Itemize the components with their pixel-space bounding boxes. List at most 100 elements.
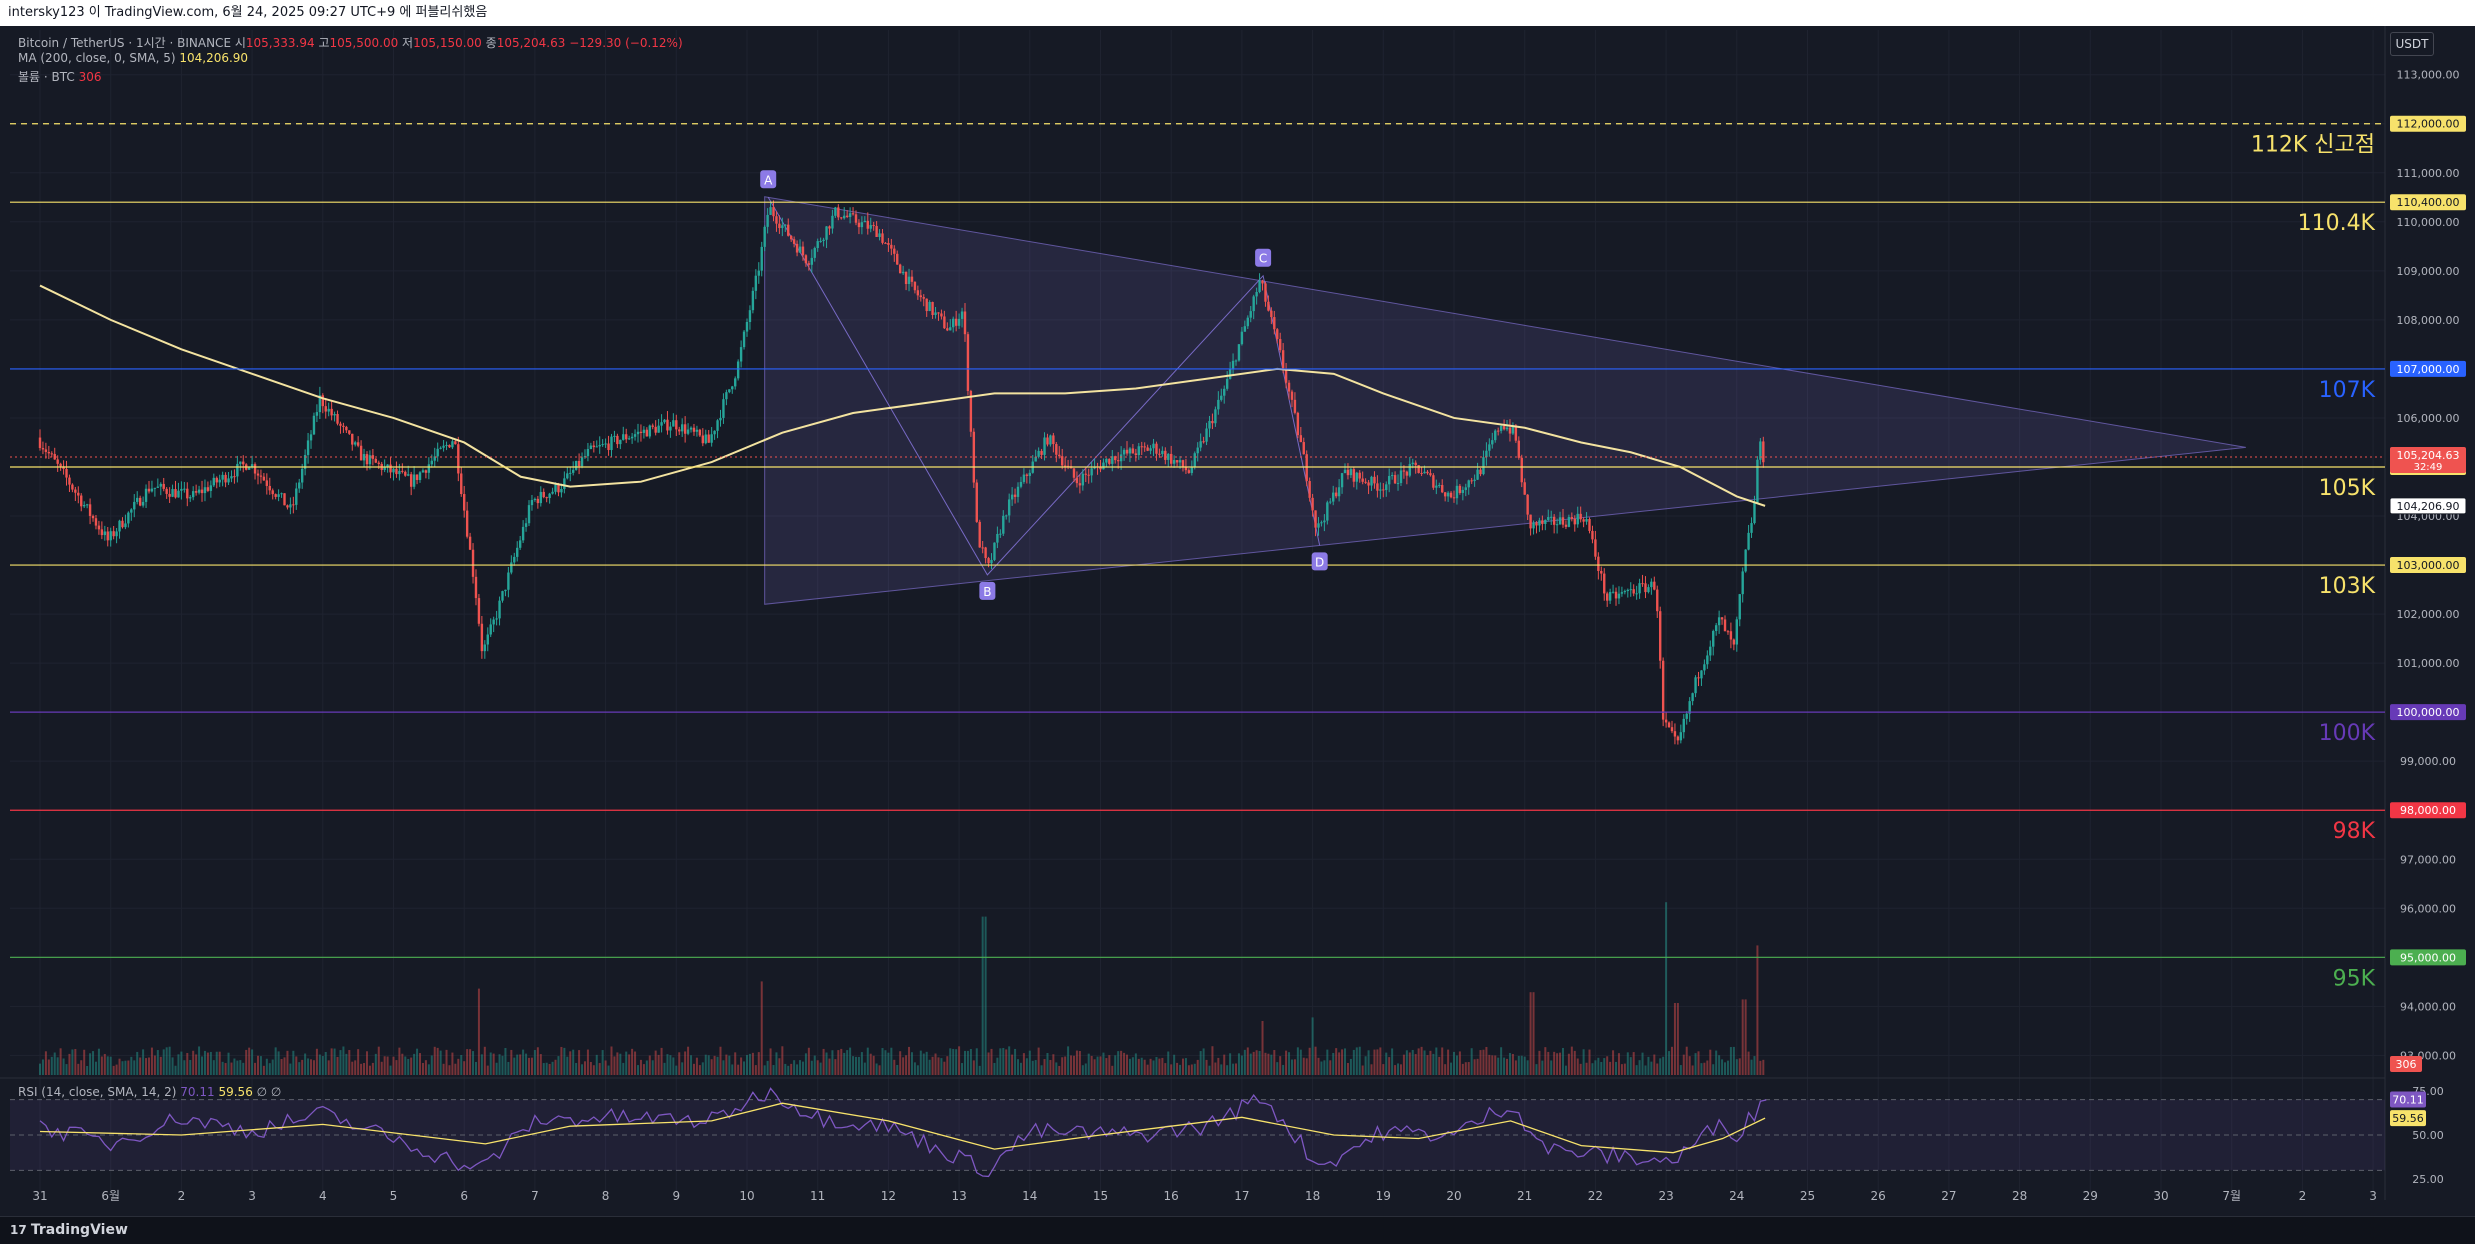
- candle-body: [569, 472, 572, 474]
- volume-bar: [816, 1060, 819, 1075]
- candle-body: [748, 310, 752, 323]
- time-tick: 22: [1588, 1189, 1603, 1203]
- candle-body: [227, 478, 230, 483]
- volume-bar: [666, 1054, 669, 1075]
- abcd-pattern: [764, 196, 2246, 605]
- candle-body: [954, 318, 958, 326]
- volume-bar: [1305, 1058, 1308, 1075]
- volume-bar: [1520, 1055, 1523, 1075]
- volume-bar: [1759, 1060, 1762, 1075]
- volume-bar: [1750, 1059, 1753, 1075]
- candle-body: [1502, 425, 1506, 430]
- volume-bar: [410, 1057, 413, 1075]
- volume-bar: [180, 1051, 183, 1075]
- legend-volume[interactable]: 볼륨 · BTC 306: [18, 68, 102, 85]
- volume-bar: [622, 1062, 625, 1075]
- volume-bar: [1399, 1064, 1402, 1075]
- volume-bar: [280, 1059, 283, 1075]
- volume-bar: [1385, 1052, 1388, 1075]
- candle-body: [745, 322, 749, 332]
- time-tick: 26: [1871, 1189, 1886, 1203]
- volume-bar: [704, 1054, 707, 1075]
- volume-bar: [934, 1053, 937, 1075]
- volume-bar: [1320, 1061, 1323, 1075]
- volume-bar: [501, 1055, 504, 1075]
- level-tag-bg: [2390, 557, 2466, 574]
- candle-body: [1594, 539, 1597, 557]
- candle-body: [348, 430, 351, 434]
- candle-body: [1293, 399, 1297, 413]
- candle-body: [913, 281, 917, 291]
- volume-bar: [1497, 1057, 1500, 1075]
- volume-bar: [71, 1049, 74, 1075]
- candle-body: [109, 531, 112, 541]
- candle-body: [483, 644, 487, 652]
- pattern-point-bg: [760, 170, 777, 189]
- volume-bar: [195, 1054, 198, 1075]
- candle-body: [1485, 450, 1488, 458]
- volume-bar: [519, 1054, 522, 1075]
- price-chart[interactable]: 112K 신고점 112,000.00 110.4K 110,400.00 107K 10…: [0, 26, 2475, 1216]
- volume-bar: [1514, 1060, 1517, 1075]
- candle-body: [1759, 441, 1762, 460]
- time-tick: 19: [1376, 1189, 1391, 1203]
- volume-bar: [1311, 1017, 1314, 1075]
- level-label: 100K: [2319, 721, 2376, 746]
- candle-body: [230, 476, 233, 479]
- volume-bar: [1019, 1062, 1022, 1075]
- candle-body: [215, 477, 218, 483]
- ma-tag: 104,206.90: [2397, 500, 2460, 513]
- candle-body: [801, 246, 805, 256]
- volume-bar: [1600, 1061, 1603, 1075]
- candle-body: [875, 226, 878, 237]
- time-tick: 20: [1446, 1189, 1461, 1203]
- volume-bar: [318, 1054, 321, 1075]
- volume-bar: [62, 1058, 65, 1075]
- volume-bar: [1090, 1055, 1093, 1075]
- candle-body: [545, 497, 548, 499]
- volume-bar: [1022, 1053, 1025, 1075]
- candle-body: [1196, 447, 1199, 454]
- tradingview-logo[interactable]: 17 TradingView: [10, 1222, 128, 1238]
- legend-rsi[interactable]: RSI (14, close, SMA, 14, 2) 70.11 59.56 …: [18, 1085, 281, 1099]
- candle-body: [795, 243, 799, 253]
- volume-bar: [731, 1064, 734, 1075]
- legend-close: 105,204.63: [496, 36, 566, 50]
- volume-bar: [1388, 1057, 1391, 1075]
- legend-ma[interactable]: MA (200, close, 0, SMA, 5) 104,206.90: [18, 51, 248, 65]
- candle-body: [85, 504, 89, 506]
- volume-bar: [201, 1056, 204, 1075]
- bar-countdown: 32:49: [2414, 462, 2443, 473]
- time-tick: 21: [1517, 1189, 1532, 1203]
- pattern-point-label: B: [983, 585, 991, 599]
- candle-body: [1732, 639, 1736, 645]
- volume-bar: [310, 1059, 313, 1075]
- volume-bar: [1724, 1062, 1727, 1075]
- candle-body: [1408, 464, 1412, 476]
- price-tick: 96,000.00: [2400, 902, 2456, 915]
- volume-bar: [1741, 999, 1744, 1075]
- volume-bar: [801, 1061, 804, 1075]
- volume-bar: [625, 1051, 628, 1075]
- volume-bar: [1002, 1047, 1005, 1075]
- volume-bar: [130, 1056, 133, 1075]
- candle-body: [180, 488, 183, 491]
- volume-bar: [486, 1065, 489, 1075]
- candle-body: [742, 331, 746, 348]
- currency-button[interactable]: USDT: [2390, 32, 2434, 56]
- volume-bar: [1470, 1048, 1473, 1075]
- volume-bar: [477, 988, 480, 1075]
- ma-tag-bg: [2389, 497, 2467, 515]
- candle-body: [1040, 450, 1043, 455]
- volume-bar: [1064, 1056, 1067, 1075]
- candle-body: [1146, 447, 1149, 451]
- candle-body: [1709, 646, 1712, 656]
- volume-bar: [1461, 1063, 1464, 1075]
- volume-bar: [1117, 1051, 1120, 1075]
- volume-bar: [1662, 1056, 1665, 1075]
- candle-body: [822, 239, 825, 242]
- volume-bar: [760, 981, 763, 1075]
- volume-bar: [1326, 1049, 1329, 1075]
- candle-body: [1673, 731, 1677, 737]
- candle-body: [1034, 456, 1037, 462]
